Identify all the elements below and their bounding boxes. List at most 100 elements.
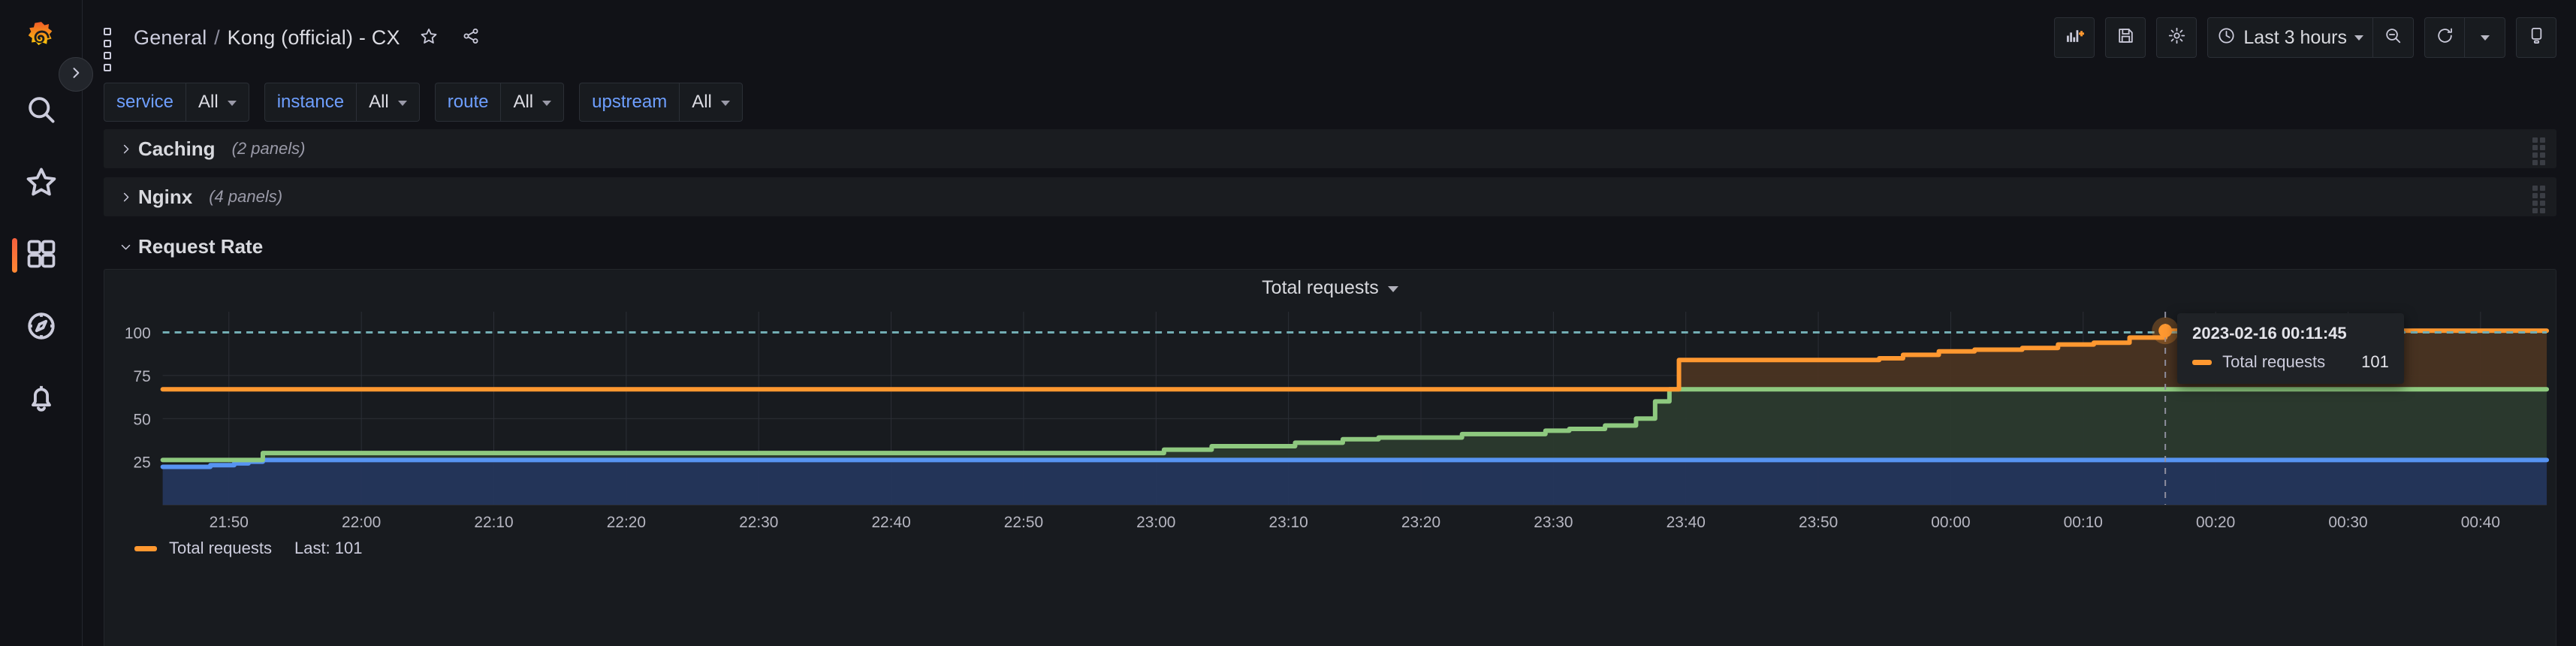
search-icon: [25, 93, 58, 130]
chevron-right-icon: [117, 192, 134, 203]
tv-mode-button[interactable]: [2516, 17, 2556, 58]
clock-icon: [2217, 26, 2236, 49]
row-title: Request Rate: [138, 234, 264, 258]
variable-label-route: route: [434, 83, 501, 122]
variable-value-upstream: All: [692, 92, 712, 112]
time-picker-group: Last 3 hours: [2207, 17, 2414, 58]
chevron-down-icon: [720, 101, 730, 106]
sidebar-item-starred[interactable]: [0, 147, 82, 219]
dashboards-icon: [25, 237, 58, 274]
row-header-request-rate[interactable]: Request Rate: [104, 227, 2556, 266]
save-dashboard-button[interactable]: [2105, 17, 2146, 58]
dashboard-settings-button[interactable]: [2156, 17, 2197, 58]
variable-select-service[interactable]: All: [186, 83, 249, 122]
plot-area[interactable]: 25 50 75 100 21:50 22:00 22:10 22:20 22:30 22:40 2…: [104, 306, 2556, 531]
variable-route: route All: [434, 83, 565, 122]
legend-color-swatch: [134, 545, 157, 551]
monitor-icon: [2527, 26, 2546, 49]
x-axis-tick: 00:20: [2196, 514, 2235, 531]
timeseries-chart[interactable]: [104, 306, 2556, 531]
row-header-caching[interactable]: Caching (2 panels): [104, 129, 2556, 168]
expand-nav-button[interactable]: [59, 57, 93, 92]
x-axis-tick: 23:40: [1667, 514, 1706, 531]
x-axis-tick: 00:30: [2328, 514, 2367, 531]
x-axis-tick: 23:20: [1401, 514, 1440, 531]
add-panel-button[interactable]: [2054, 17, 2095, 58]
x-axis-tick: 00:10: [2064, 514, 2103, 531]
sidebar-item-dashboards[interactable]: [0, 219, 82, 291]
chevron-down-icon: [227, 101, 237, 106]
breadcrumb-separator: /: [214, 26, 220, 49]
sidebar-item-search[interactable]: [0, 75, 82, 147]
variable-select-instance[interactable]: All: [356, 83, 420, 122]
panel-total-requests: Total requests 25 50 75 100 21:50 22:00 22:10 2…: [104, 269, 2556, 646]
time-range-label: Last 3 hours: [2243, 26, 2347, 48]
variable-value-instance: All: [369, 92, 389, 112]
chevron-right-icon: [117, 143, 134, 155]
main-column: General / Kong (official) - CX: [83, 0, 2576, 646]
panel-legend: Total requests Last: 101: [104, 531, 2556, 558]
row-header-nginx[interactable]: Nginx (4 panels): [104, 177, 2556, 216]
nav-rail: [0, 0, 93, 646]
breadcrumb: General / Kong (official) - CX: [104, 24, 484, 71]
refresh-interval-button[interactable]: [2465, 17, 2505, 58]
x-axis-tick: 23:30: [1534, 514, 1573, 531]
legend-series-name[interactable]: Total requests: [169, 539, 272, 557]
row-panel-count: (4 panels): [209, 187, 283, 206]
x-axis-tick: 00:40: [2461, 514, 2500, 531]
row-drag-handle[interactable]: [2532, 186, 2546, 213]
x-axis-tick: 00:00: [1931, 514, 1970, 531]
dashboard-body: Caching (2 panels) Nginx (4 panels): [83, 129, 2576, 646]
time-range-picker[interactable]: Last 3 hours: [2207, 17, 2373, 58]
save-icon: [2116, 26, 2135, 49]
chevron-down-icon: [117, 241, 134, 252]
x-axis-tick: 23:50: [1799, 514, 1838, 531]
share-icon: [462, 27, 480, 49]
variable-instance: instance All: [264, 83, 420, 122]
topnav-actions: Last 3 hours: [2054, 17, 2556, 58]
chevron-down-icon: [2480, 35, 2490, 41]
x-axis-tick: 22:20: [607, 514, 646, 531]
variable-label-service: service: [104, 83, 186, 122]
dashboard-grid-icon: [104, 28, 123, 71]
zoom-out-icon: [2384, 26, 2403, 49]
grafana-logo[interactable]: [0, 0, 82, 75]
panel-header[interactable]: Total requests: [104, 270, 2556, 306]
y-axis-tick: 25: [133, 454, 150, 472]
zoom-out-time-button[interactable]: [2373, 17, 2414, 58]
variable-select-upstream[interactable]: All: [679, 83, 743, 122]
x-axis-tick: 22:10: [474, 514, 513, 531]
chevron-down-icon[interactable]: [1387, 286, 1398, 292]
y-axis-tick: 100: [125, 325, 151, 342]
y-axis-tick: 50: [133, 411, 150, 428]
legend-last-value: Last: 101: [294, 539, 363, 557]
variable-bar: service All instance All route All: [83, 75, 2576, 129]
chart-axis-labels: 25 50 75 100 21:50 22:00 22:10 22:20 22:30 22:40 2…: [125, 325, 2500, 531]
sidebar-item-explore[interactable]: [0, 291, 82, 364]
refresh-icon: [2436, 26, 2454, 49]
row-title: Nginx: [138, 185, 193, 208]
share-dashboard-button[interactable]: [457, 24, 484, 51]
page-title: General / Kong (official) - CX: [134, 26, 400, 50]
variable-select-route[interactable]: All: [500, 83, 565, 122]
star-dashboard-button[interactable]: [415, 24, 442, 51]
x-axis-tick: 23:10: [1269, 514, 1308, 531]
x-axis-tick: 22:00: [342, 514, 381, 531]
add-panel-icon: [2065, 26, 2084, 49]
variable-value-route: All: [513, 92, 534, 112]
chevron-down-icon: [542, 101, 552, 106]
refresh-button[interactable]: [2424, 17, 2465, 58]
sidebar-item-alerting[interactable]: [0, 364, 82, 436]
row-drag-handle[interactable]: [2532, 137, 2546, 165]
variable-value-service: All: [198, 92, 219, 112]
x-axis-tick: 22:40: [871, 514, 910, 531]
star-icon: [25, 165, 58, 202]
row-panel-count: (2 panels): [231, 139, 306, 158]
variable-service: service All: [104, 83, 249, 122]
variable-upstream: upstream All: [579, 83, 743, 122]
star-icon: [420, 27, 438, 49]
breadcrumb-dashboard[interactable]: Kong (official) - CX: [227, 26, 400, 49]
breadcrumb-folder[interactable]: General: [134, 26, 207, 49]
x-axis-tick: 22:30: [739, 514, 778, 531]
